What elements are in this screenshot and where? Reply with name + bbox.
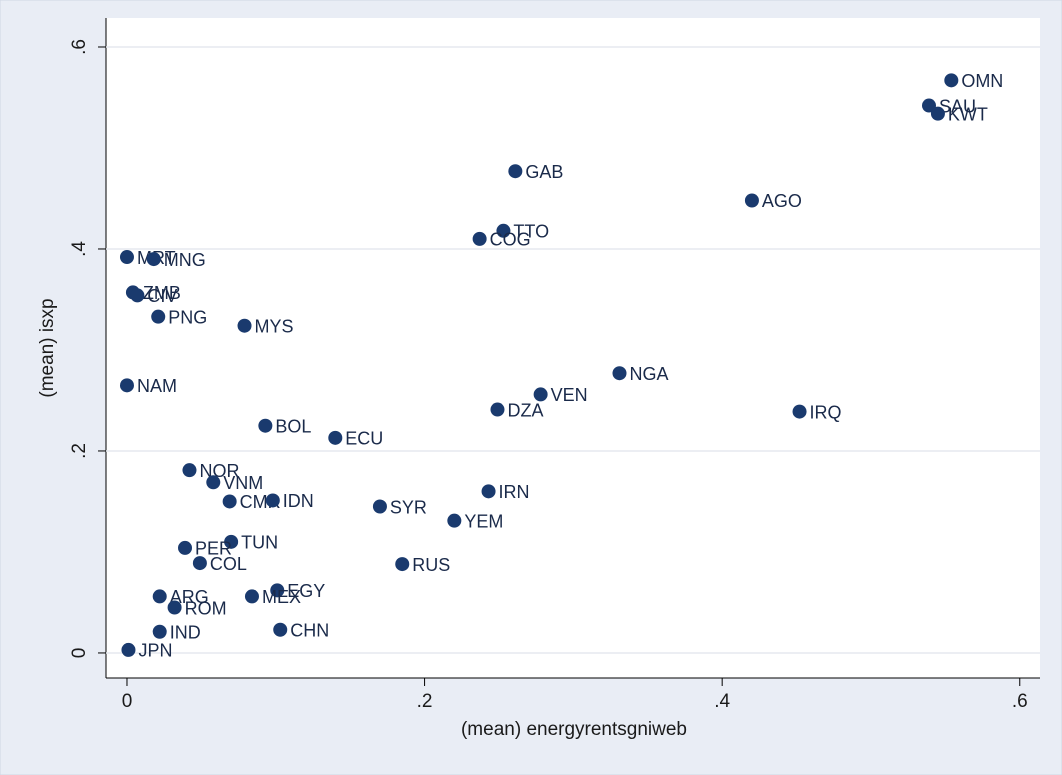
point-label: NOR xyxy=(199,461,239,481)
point-label: CHN xyxy=(290,620,329,640)
point xyxy=(612,366,627,381)
point xyxy=(372,499,387,514)
point-label: SYR xyxy=(390,497,427,517)
y-tick-label: .2 xyxy=(69,443,90,459)
point xyxy=(792,404,807,419)
point xyxy=(151,309,166,324)
x-tick-label: .6 xyxy=(1012,691,1028,712)
point xyxy=(744,193,759,208)
x-tick-label: .4 xyxy=(714,691,730,712)
point-label: NAM xyxy=(137,376,177,396)
point xyxy=(182,463,197,478)
point xyxy=(152,624,167,639)
point xyxy=(921,98,936,113)
point xyxy=(930,106,945,121)
point xyxy=(395,557,410,572)
point-label: ZMB xyxy=(143,283,181,303)
x-tick-label: .2 xyxy=(417,691,433,712)
point-label: YEM xyxy=(464,511,503,531)
point-label: MEX xyxy=(262,587,301,607)
point-label: PNG xyxy=(168,307,207,327)
point-label: IRQ xyxy=(810,402,842,422)
point-label: IDN xyxy=(283,491,314,511)
point xyxy=(447,513,462,528)
point xyxy=(146,252,161,267)
point-label: BOL xyxy=(275,416,311,436)
point-label: ROM xyxy=(185,598,227,618)
point xyxy=(270,583,285,598)
point-label: COG xyxy=(490,230,531,250)
point xyxy=(258,418,273,433)
point xyxy=(178,540,193,555)
point xyxy=(222,494,237,509)
point xyxy=(167,600,182,615)
point-label: TUN xyxy=(241,533,278,553)
x-axis-label: (mean) energyrentsgniweb xyxy=(461,719,687,740)
point xyxy=(119,250,134,265)
x-tick-label: 0 xyxy=(122,691,133,712)
point-label: GAB xyxy=(525,162,563,182)
point-label: EGY xyxy=(287,581,325,601)
point-label: COL xyxy=(210,554,247,574)
point-label: OMN xyxy=(961,71,1003,91)
point-label: MNG xyxy=(164,250,206,270)
point-label: SAU xyxy=(939,96,976,116)
point xyxy=(224,534,239,549)
point xyxy=(328,430,343,445)
point xyxy=(192,556,207,571)
point xyxy=(533,387,548,402)
point xyxy=(130,288,145,303)
point xyxy=(944,73,959,88)
point-label: RUS xyxy=(412,555,450,575)
plot-area xyxy=(106,18,1040,678)
point-label: TTO xyxy=(513,222,549,242)
point-label: DZA xyxy=(507,400,543,420)
point-label: CIV xyxy=(147,286,177,306)
y-tick-label: 0 xyxy=(69,648,90,659)
point-label: IRN xyxy=(499,482,530,502)
y-tick-label: .4 xyxy=(69,241,90,257)
point xyxy=(265,493,280,508)
point xyxy=(496,223,511,238)
point xyxy=(121,642,136,657)
point xyxy=(481,484,496,499)
point xyxy=(472,231,487,246)
point xyxy=(152,589,167,604)
point xyxy=(508,164,523,179)
point-label: PER xyxy=(195,539,232,559)
point-label: VNM xyxy=(223,473,263,493)
point-label: JPN xyxy=(138,641,172,661)
point-label: NGA xyxy=(629,364,668,384)
point xyxy=(119,378,134,393)
point xyxy=(244,589,259,604)
y-tick-label: .6 xyxy=(69,39,90,55)
point-label: ARG xyxy=(170,587,209,607)
point-label: IND xyxy=(170,622,201,642)
point-label: KWT xyxy=(948,104,988,124)
point xyxy=(273,622,288,637)
point-label: VEN xyxy=(551,385,588,405)
point xyxy=(206,475,221,490)
point xyxy=(237,318,252,333)
y-axis-label: (mean) isxp xyxy=(37,298,58,397)
point xyxy=(490,402,505,417)
point-label: AGO xyxy=(762,191,802,211)
point-label: ECU xyxy=(345,429,383,449)
point-label: MYS xyxy=(255,316,294,336)
